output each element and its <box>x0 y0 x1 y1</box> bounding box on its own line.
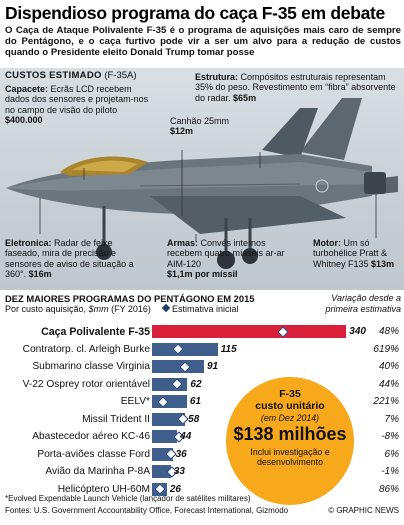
chart-subtitle-year: (FY 2016) <box>111 304 151 314</box>
annotation-capacete: Capacete: Ecrãs LCD recebem dados dos se… <box>5 84 155 125</box>
change-value: 86% <box>378 483 399 495</box>
chart-subtitle-a: Por custo aquisição, <box>5 304 87 314</box>
annotation-estrutura: Estrutura: Compósitos estruturais repres… <box>195 72 401 103</box>
chart-subtitle-unit: $mm <box>88 304 109 314</box>
unit-cost-bubble: F-35 custo unitário (em Dez 2014) $138 m… <box>226 377 354 505</box>
estrutura-text: Compósitos estruturais representam 35% d… <box>195 72 396 103</box>
armas-text: Convés internos recebem quatro mísseis a… <box>167 238 285 269</box>
costs-header-label: CUSTOS ESTIMADO <box>5 70 102 81</box>
annotation-canhao: Canhão 25mm $12m <box>170 116 250 137</box>
bar-value-label: 36 <box>175 448 187 460</box>
bar-label: Abastecedor aéreo KC-46 <box>32 431 150 442</box>
f35-jet-illustration <box>6 98 398 269</box>
capacete-text: Ecrãs LCD recebem dados dos sensores e p… <box>5 84 149 115</box>
motor-price: $13m <box>371 258 395 269</box>
bar-value-label: 61 <box>189 396 201 407</box>
page-title: Dispendioso programa do caça F-35 em deb… <box>5 3 385 23</box>
bar-value-label: 58 <box>188 413 200 425</box>
annotation-motor: Motor: Um só turbohélice Pratt & Whitney… <box>313 238 403 269</box>
change-value: 44% <box>378 378 399 390</box>
bar <box>152 465 171 478</box>
bar-value-label: 26 <box>169 483 181 495</box>
bar <box>152 430 178 443</box>
bar-value-label: 115 <box>220 343 237 355</box>
change-value: 6% <box>384 448 399 460</box>
bubble-unit-cost: custo unitário <box>255 399 325 412</box>
bar-value-label: 44 <box>180 431 192 442</box>
capacete-price: $400.000 <box>5 114 43 125</box>
eletronica-price: $16m <box>28 268 52 279</box>
bar <box>152 325 347 338</box>
bar-label: Helicóptero UH-60M <box>57 483 150 495</box>
costs-header-model: (F-35A) <box>104 70 137 81</box>
change-value: 7% <box>384 413 399 425</box>
bubble-note: Inclui investigação e desenvolvimento <box>250 447 330 468</box>
sources: Fontes: U.S. Government Accountability O… <box>5 506 289 515</box>
bar-label: Contratorp. cl. Arleigh Burke <box>22 343 150 355</box>
bubble-line1: F-35 custo unitário <box>226 388 354 412</box>
change-value: 221% <box>373 396 399 407</box>
estrutura-label: Estrutura: <box>195 72 239 82</box>
bar-label: Avião da Marinha P-8A <box>45 466 150 477</box>
jet-panel <box>0 68 404 290</box>
bar-label: Caça Polivalente F-35 <box>41 326 150 338</box>
bar-value-label: 62 <box>190 378 202 390</box>
canhao-text: Canhão 25mm <box>170 116 230 126</box>
bar-label: Porta-aviões classe Ford <box>37 448 150 460</box>
intro-text: O Caça de Ataque Polivalente F-35 é o pr… <box>5 25 401 59</box>
bubble-model: F-35 <box>279 388 301 400</box>
footnote: *Evolved Expendable Launch Vehicle (lanç… <box>5 494 251 503</box>
bubble-date: (em Dez 2014) <box>260 413 320 423</box>
change-value: 40% <box>378 361 399 372</box>
change-value: 619% <box>373 343 399 355</box>
bar-label: V-22 Osprey rotor orientável <box>22 378 150 390</box>
capacete-label: Capacete: <box>5 84 49 94</box>
annotation-armas: Armas: Convés internos recebem quatro mí… <box>167 238 287 279</box>
bar-value-label: 340 <box>349 326 366 337</box>
eletronica-text: Radar de feixe faseado, mira de precisão… <box>5 238 134 279</box>
motor-label: Motor: <box>313 238 341 248</box>
costs-header: CUSTOS ESTIMADO (F-35A) <box>5 70 137 81</box>
canhao-price: $12m <box>170 126 194 137</box>
chart-title: DEZ MAIORES PROGRAMAS DO PENTÁGONO EM 20… <box>5 293 255 304</box>
annotation-eletronica: Eletronica: Radar de feixe faseado, mira… <box>5 238 135 279</box>
armas-price: $1,1m por míssil <box>167 268 238 279</box>
motor-text: Um só turbohélice Pratt & Whitney F135 <box>313 238 388 269</box>
bar-label: EELV* <box>120 396 150 407</box>
change-value: 48% <box>378 326 399 337</box>
legend-initial-estimate: Estimativa inicial <box>161 303 239 314</box>
bubble-value: $138 milhões <box>233 424 347 444</box>
bar-label: Missil Trident II <box>82 413 150 425</box>
bar <box>152 342 218 356</box>
estrutura-price: $65m <box>233 92 257 103</box>
eletronica-label: Eletronica: <box>5 238 52 248</box>
legend-initial-estimate-label: Estimativa inicial <box>172 304 239 314</box>
change-column-header: Variação desde a primeira estimativa <box>325 293 401 314</box>
bar <box>152 360 204 373</box>
bar-value-label: 91 <box>207 361 219 372</box>
bar-value-label: 33 <box>173 466 185 477</box>
credit: © GRAPHIC NEWS <box>328 506 399 515</box>
change-value: -8% <box>381 431 399 442</box>
bar <box>152 412 186 426</box>
diamond-icon <box>161 303 171 313</box>
bar-label: Submarino classe Virginia <box>32 361 150 372</box>
chart-subtitle: Por custo aquisição, $mm (FY 2016) <box>5 304 151 314</box>
armas-label: Armas: <box>167 238 199 248</box>
change-value: -1% <box>381 466 399 477</box>
